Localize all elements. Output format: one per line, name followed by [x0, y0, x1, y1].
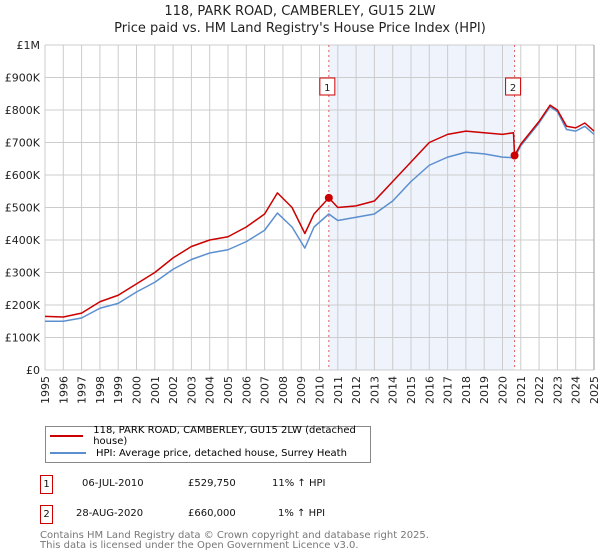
x-tick-label: 1997 [76, 376, 89, 404]
y-tick-label: £900K [5, 72, 41, 85]
legend-item-property: 118, PARK ROAD, CAMBERLEY, GU15 2LW (det… [50, 425, 370, 447]
x-tick-label: 1996 [57, 376, 70, 404]
legend-label: HPI: Average price, detached house, Surr… [96, 447, 347, 459]
y-tick-label: £1M [17, 39, 41, 52]
x-tick-label: 2014 [387, 376, 400, 404]
sale-label-box [319, 77, 336, 96]
x-tick-label: 2003 [185, 376, 198, 404]
x-tick-label: 2012 [350, 376, 363, 404]
chart-title: 118, PARK ROAD, CAMBERLEY, GU15 2LW [164, 4, 436, 19]
x-tick-label: 2011 [332, 376, 345, 404]
y-tick-label: £700K [5, 137, 41, 150]
line-chart: £0 £100K £200K £300K £400K £500K £600K £700K £80… [5, 39, 600, 404]
sale-label-box [505, 77, 522, 96]
footer: Contains HM Land Registry data © Crown c… [40, 531, 429, 551]
sale-price: £529,750 [188, 478, 236, 489]
sale-point [510, 151, 519, 160]
sale-price: £660,000 [188, 508, 236, 519]
series-line-property [44, 104, 595, 318]
x-tick-label: 2000 [131, 376, 144, 404]
x-tick-label: 2015 [405, 376, 418, 404]
y-tick-label: £600K [5, 169, 41, 182]
y-tick-label: £200K [5, 299, 41, 312]
x-tick-label: 2016 [423, 376, 436, 404]
sale-hpi: 11% ↑ HPI [272, 478, 326, 489]
x-tick-label: 2023 [551, 376, 564, 404]
x-tick-label: 1999 [112, 376, 125, 404]
legend: 118, PARK ROAD, CAMBERLEY, GU15 2LW (det… [45, 425, 371, 463]
x-tick-label: 2025 [588, 376, 600, 404]
x-tick-label: 1998 [94, 376, 107, 404]
y-tick-label: £100K [5, 332, 41, 345]
footer-line: Contains HM Land Registry data © Crown c… [40, 530, 429, 541]
sale-badge: 2 [40, 505, 53, 524]
y-tick-label: £0 [26, 364, 40, 377]
legend-label: 118, PARK ROAD, CAMBERLEY, GU15 2LW (det… [93, 425, 356, 447]
x-tick-label: 2021 [515, 376, 528, 404]
sale-date: 06-JUL-2010 [82, 478, 144, 489]
x-tick-label: 2004 [204, 376, 217, 404]
x-tick-label: 2018 [460, 376, 473, 404]
x-tick-label: 2024 [570, 376, 583, 404]
chart-subtitle: Price paid vs. HM Land Registry's House … [114, 21, 486, 36]
x-tick-label: 2007 [259, 376, 272, 404]
y-tick-label: £500K [5, 202, 41, 215]
sale-row: 1 06-JUL-2010 £529,750 11% ↑ HPI [40, 475, 440, 494]
y-tick-label: £300K [5, 267, 41, 280]
x-tick-label: 2019 [478, 376, 491, 404]
series-line-hpi [45, 106, 595, 322]
y-tick-label: £400K [5, 234, 41, 247]
x-tick-label: 2022 [533, 376, 546, 404]
sale-label: 1 [324, 83, 330, 94]
sale-date: 28-AUG-2020 [76, 508, 144, 519]
x-tick-label: 2017 [442, 376, 455, 404]
x-tick-label: 1995 [39, 376, 52, 404]
x-tick-label: 2006 [240, 376, 253, 404]
x-tick-label: 2009 [295, 376, 308, 404]
x-tick-label: 2010 [314, 376, 327, 404]
legend-swatch-red [50, 435, 84, 437]
x-tick-label: 2008 [277, 376, 290, 404]
sale-row: 2 28-AUG-2020 £660,000 1% ↑ HPI [40, 505, 440, 524]
sale-label: 2 [510, 83, 516, 94]
x-tick-label: 2020 [497, 376, 510, 404]
sale-badge: 1 [40, 475, 53, 494]
x-tick-label: 2002 [167, 376, 180, 404]
footer-line: This data is licensed under the Open Gov… [40, 540, 359, 551]
legend-swatch-blue [50, 452, 86, 454]
sale-hpi: 1% ↑ HPI [278, 508, 326, 519]
sale-point [324, 193, 333, 202]
y-tick-label: £800K [5, 104, 41, 117]
legend-item-hpi: HPI: Average price, detached house, Surr… [50, 445, 347, 461]
x-tick-label: 2013 [368, 376, 381, 404]
x-tick-label: 2005 [222, 376, 235, 404]
x-tick-label: 2001 [149, 376, 162, 404]
